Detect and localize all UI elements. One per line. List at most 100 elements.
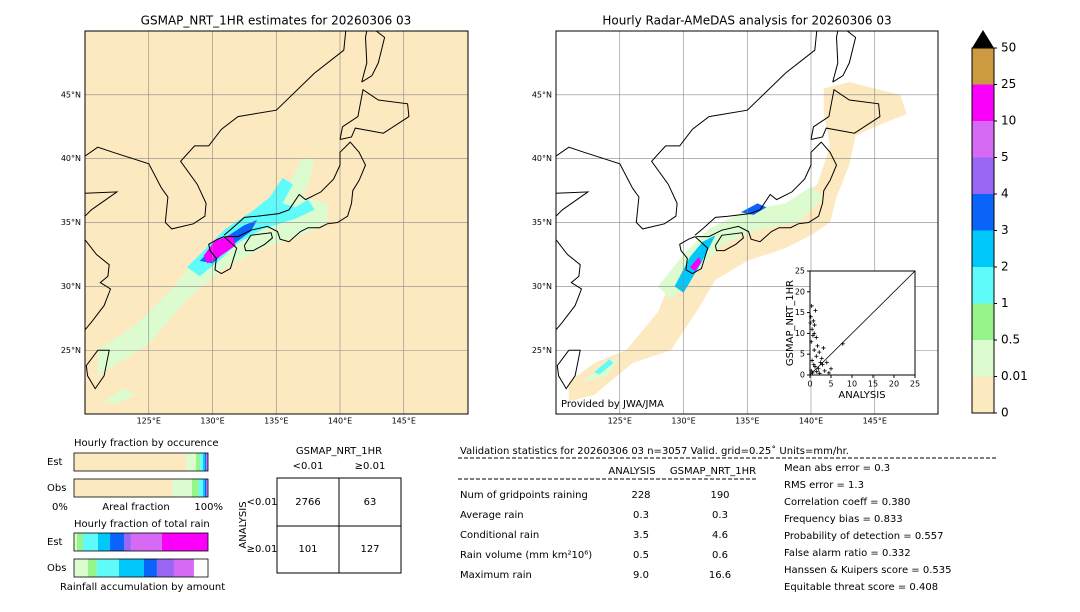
- stat-value: 0.6: [712, 550, 728, 561]
- fraction-segment: [96, 559, 119, 577]
- fraction-segment: [161, 533, 208, 551]
- lat-label: 25°N: [61, 346, 81, 355]
- score: Correlation coeff = 0.380: [784, 497, 910, 508]
- bar-frame: [73, 558, 209, 578]
- stat-value: 4.6: [712, 530, 728, 541]
- column-label: ANALYSIS: [608, 466, 655, 477]
- fraction-segment: [203, 453, 206, 471]
- row-label: Est: [47, 537, 63, 548]
- colorbar-label: 0.01: [1001, 369, 1028, 383]
- coastline: [556, 349, 581, 390]
- colorbar-label: 1: [1001, 296, 1009, 310]
- bar-frame: [73, 478, 209, 498]
- colorbar-segment: [972, 267, 994, 304]
- y-tick-label: 25: [795, 267, 805, 276]
- axis-label: 100%: [194, 502, 223, 513]
- lon-label: 145°E: [863, 417, 887, 426]
- stat-label: Conditional rain: [460, 530, 539, 541]
- coastline: [714, 232, 744, 252]
- coastline: [556, 31, 818, 230]
- map-left: [85, 31, 468, 414]
- lat-label: 35°N: [61, 218, 81, 227]
- lon-label: 125°E: [608, 417, 632, 426]
- stat-value: 190: [710, 490, 729, 501]
- point: [808, 321, 813, 325]
- y-tick-label: 5: [800, 350, 805, 359]
- point: [826, 370, 831, 375]
- point: [811, 318, 816, 323]
- lat-label: 25°N: [532, 346, 552, 355]
- fraction-segment: [87, 559, 97, 577]
- panel-title: Hourly fraction of total rain: [74, 519, 210, 530]
- point: [819, 356, 824, 361]
- lon-label: 130°E: [200, 417, 224, 426]
- fraction-segment: [74, 533, 77, 551]
- coastline: [85, 191, 119, 217]
- point: [822, 368, 827, 373]
- stat-value: 3.5: [633, 530, 649, 541]
- row-label: <0.01: [247, 497, 278, 508]
- cell: 2766: [295, 497, 320, 508]
- map-title: GSMAP_NRT_1HR estimates for 20260306 03: [141, 14, 412, 28]
- point: [810, 327, 815, 332]
- fraction-segment: [74, 559, 88, 577]
- lat-label: 40°N: [61, 154, 81, 163]
- coastline: [556, 191, 590, 217]
- row-title: ANALYSIS: [238, 501, 249, 548]
- stat-label: Average rain: [460, 510, 524, 521]
- cell: 63: [364, 497, 377, 508]
- x-tick-label: 20: [889, 380, 899, 389]
- score: Frequency bias = 0.833: [784, 514, 903, 525]
- point: [812, 331, 817, 336]
- table-title: GSMAP_NRT_1HR: [296, 446, 382, 457]
- column-label: GSMAP_NRT_1HR: [670, 466, 756, 477]
- lat-label: 30°N: [61, 282, 81, 291]
- row-label: Obs: [47, 563, 66, 574]
- point: [840, 341, 845, 346]
- lon-label: 140°E: [328, 417, 352, 426]
- stat-value: 228: [631, 490, 650, 501]
- x-tick-label: 0: [807, 380, 812, 389]
- lon-label: 135°E: [264, 417, 288, 426]
- colorbar-segment: [972, 157, 994, 194]
- colorbar-label: 10: [1001, 114, 1016, 128]
- x-tick-label: 5: [828, 380, 833, 389]
- x-tick-label: 15: [868, 380, 878, 389]
- score: False alarm ratio = 0.332: [784, 548, 911, 559]
- colorbar-segment: [972, 48, 994, 85]
- fraction-segment: [206, 479, 208, 497]
- rain-area: [568, 82, 907, 402]
- fraction-segment: [171, 479, 192, 497]
- point: [813, 308, 818, 313]
- map-frame: [84, 30, 469, 415]
- colorbar-label: 0.5: [1001, 333, 1020, 347]
- stat-value: 0.3: [633, 510, 649, 521]
- fraction-segment: [123, 533, 131, 551]
- point: [814, 335, 819, 340]
- point: [813, 364, 818, 369]
- fraction-segment: [202, 479, 205, 497]
- point: [811, 362, 816, 367]
- point: [809, 303, 814, 308]
- map-frame: [555, 30, 939, 415]
- coastline: [85, 31, 347, 230]
- coastline: [339, 88, 410, 140]
- score: Mean abs error = 0.3: [784, 463, 890, 474]
- point: [821, 345, 826, 350]
- coastline: [832, 31, 857, 83]
- cell: 127: [360, 544, 379, 555]
- point: [817, 350, 822, 355]
- colorbar-label: 50: [1001, 41, 1016, 55]
- x-axis-label: ANALYSIS: [838, 390, 885, 401]
- fraction-segment: [156, 559, 174, 577]
- coastline: [208, 236, 238, 275]
- fraction-segment: [196, 453, 201, 471]
- fraction-segment: [200, 453, 204, 471]
- colorbar-segment: [972, 340, 994, 377]
- row-label: Obs: [47, 483, 66, 494]
- map-right: [556, 31, 938, 414]
- rain-area: [594, 359, 614, 375]
- fraction-segment: [82, 533, 98, 551]
